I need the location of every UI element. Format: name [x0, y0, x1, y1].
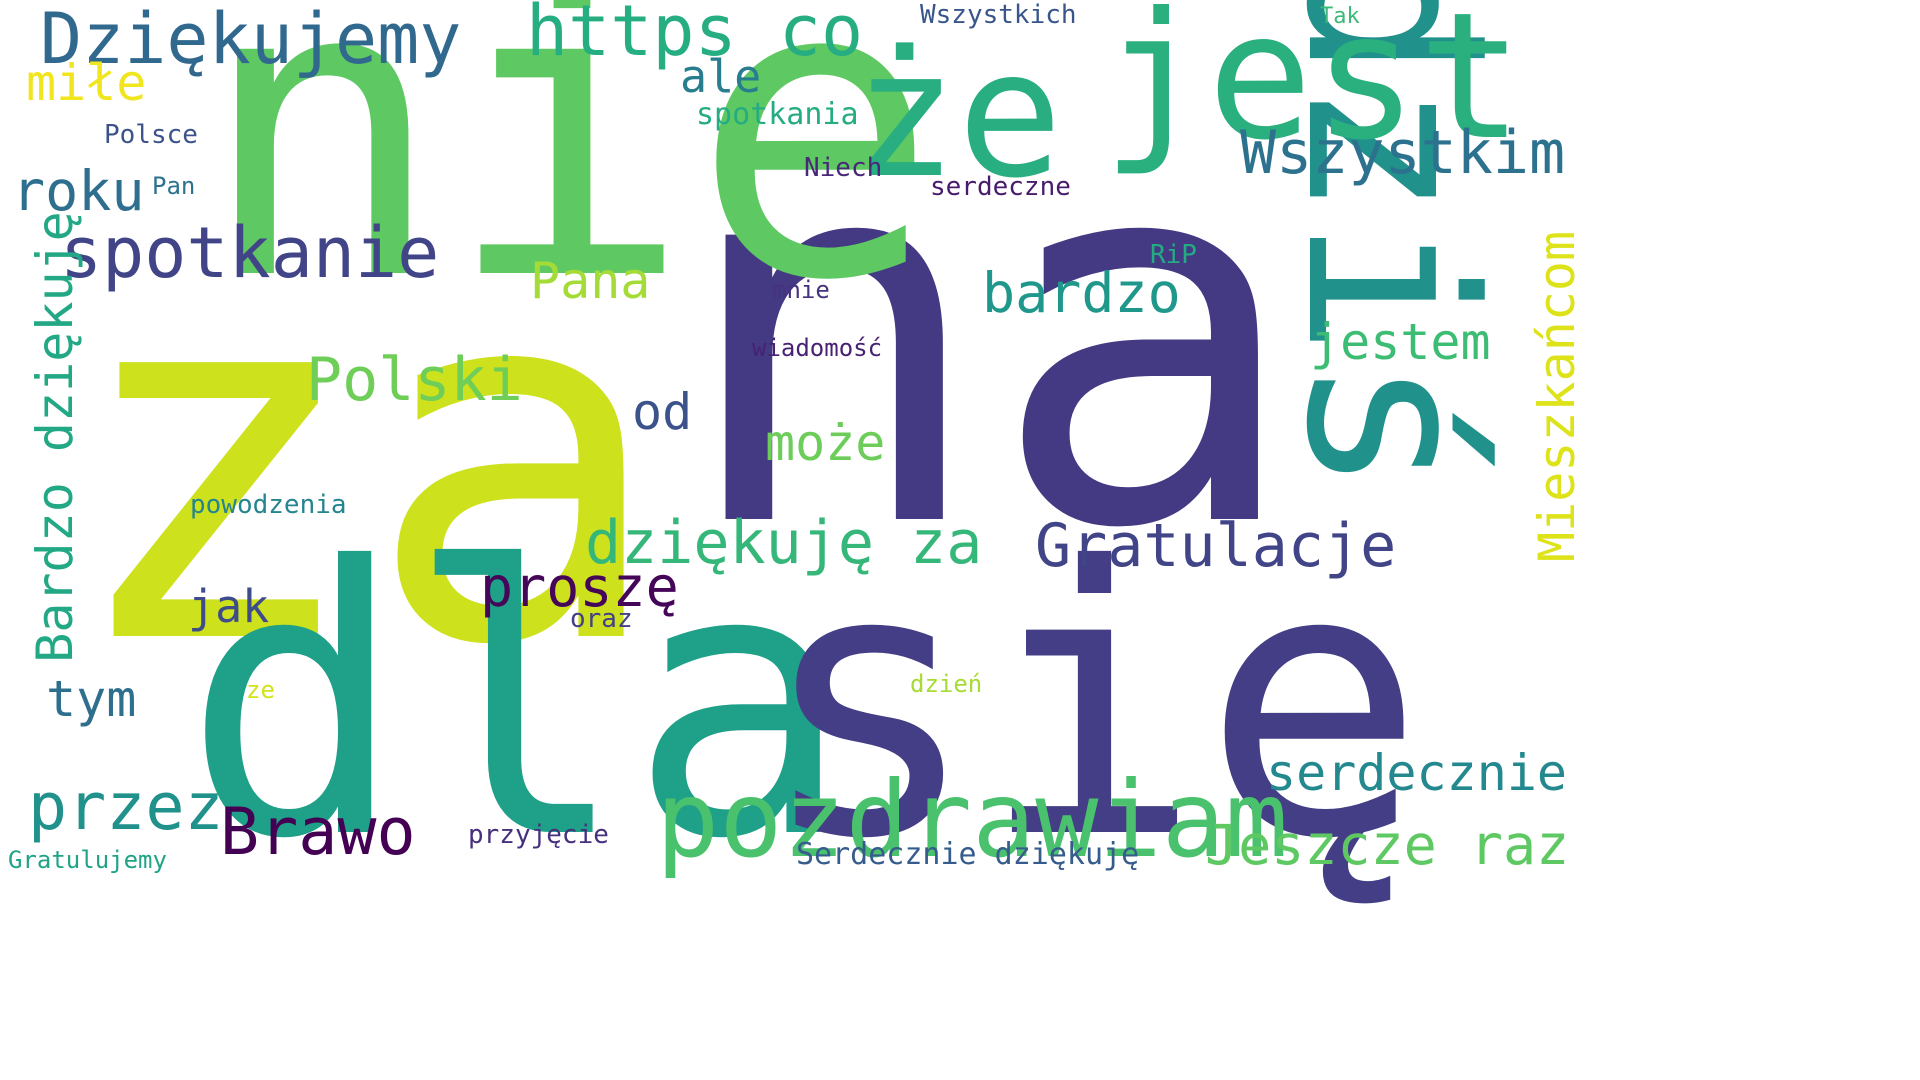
word-dla: dla	[183, 490, 852, 920]
word-sie: się	[757, 490, 1426, 920]
word-pana: Pana	[530, 252, 651, 310]
word-mnie: mnie	[772, 276, 830, 304]
word-niech: Niech	[804, 153, 883, 183]
word-przyjecie: przyjęcie	[468, 820, 609, 850]
word-powodzenia: powodzenia	[190, 490, 347, 520]
word-brawo: Brawo	[220, 795, 416, 870]
word-mile: miłe	[26, 54, 147, 112]
word-oraz: oraz	[570, 604, 633, 634]
word-jak: jak	[188, 580, 270, 633]
word-ze-small: ze	[246, 676, 275, 704]
word-pan: Pan	[152, 172, 196, 200]
word-ze-large: że	[852, 14, 1063, 217]
word-jestem: jestem	[1310, 313, 1491, 371]
word-przez: przez	[28, 770, 224, 845]
word-wiadomosc: wiadomość	[752, 334, 883, 362]
word-polsce: Polsce	[104, 120, 198, 150]
word-bardzo: bardzo	[982, 261, 1181, 325]
word-dziekuje-za: dziękuję za	[585, 508, 983, 578]
word-serdecznie-dziekuje: Serdecznie dziękuję	[796, 837, 1140, 872]
word-dzien: dzień	[910, 670, 983, 698]
word-wszystkich: Wszystkich	[920, 0, 1077, 30]
word-prosze: proszę	[480, 555, 679, 619]
word-jeszcze-raz: Jeszcze raz	[1205, 813, 1570, 877]
word-nie: nie	[198, 0, 939, 370]
word-bardzo-dziekuje: Bardzo dziękuję	[26, 211, 84, 663]
word-spotkanie: spotkanie	[60, 212, 440, 294]
word-pozdrawiam: pozdrawiam	[656, 759, 1289, 881]
word-od: od	[632, 383, 693, 441]
word-gratulacje: Gratulacje	[1035, 511, 1397, 581]
word-serdecznie: serdecznie	[1266, 744, 1568, 802]
word-gratulujemy: Gratulujemy	[8, 846, 167, 874]
word-wszystkim: Wszystkim	[1240, 118, 1566, 188]
word-polski: Polski	[306, 345, 523, 415]
word-dziekujemy: Dziękujemy	[40, 0, 462, 80]
word-tym: tym	[46, 670, 137, 728]
word-serdeczne: serdeczne	[930, 172, 1071, 202]
word-https-co: https co	[526, 0, 864, 72]
word-tak: Tak	[1320, 4, 1360, 29]
word-rip: RiP	[1150, 240, 1197, 270]
word-moze: może	[765, 414, 886, 472]
word-ale: ale	[680, 50, 762, 103]
word-roku: roku	[12, 159, 145, 223]
word-spotkania: spotkania	[696, 97, 859, 132]
word-na: na	[676, 36, 1303, 642]
word-jest: jest	[1102, 0, 1524, 179]
word-mieszkancom: Mieszkańcom	[1528, 230, 1586, 562]
word-za: za	[64, 172, 667, 754]
